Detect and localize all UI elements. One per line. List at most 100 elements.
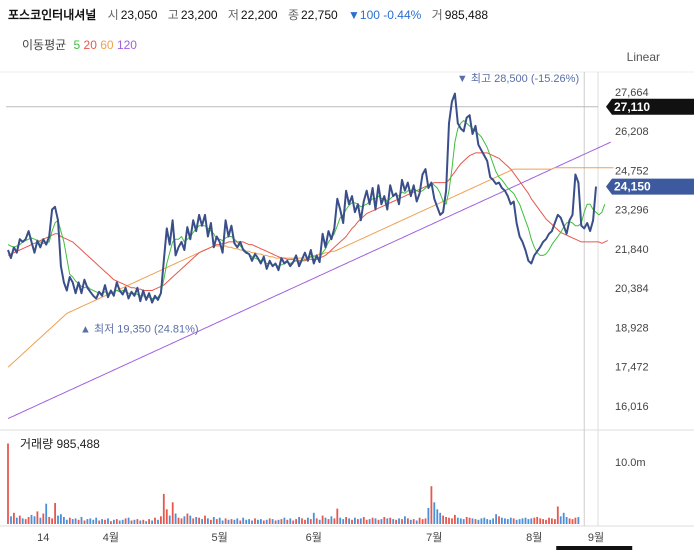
volume-bar bbox=[571, 519, 574, 524]
volume-bar bbox=[271, 519, 274, 524]
volume-bar bbox=[504, 518, 506, 524]
stock-name: 포스코인터내셔널 bbox=[8, 8, 97, 22]
volume-bar bbox=[368, 519, 371, 524]
volume-bar bbox=[63, 517, 65, 524]
moving-average-legend[interactable]: 이동평균 5 20 60 120 bbox=[22, 36, 137, 53]
volume-bar bbox=[110, 521, 112, 524]
volume-bar bbox=[354, 517, 356, 524]
volume-bar bbox=[383, 517, 386, 524]
volume-bar bbox=[459, 518, 462, 524]
x-tick-label: 5월 bbox=[212, 531, 228, 544]
volume-bar bbox=[304, 519, 306, 524]
volume-bar bbox=[130, 520, 133, 524]
volume-bar bbox=[518, 519, 521, 524]
volume-bar bbox=[462, 519, 465, 524]
volume-label: 거 bbox=[431, 8, 443, 22]
volume-bar bbox=[298, 517, 300, 524]
volume-bar bbox=[533, 517, 536, 524]
volume-bar bbox=[251, 520, 253, 524]
volume-bar bbox=[277, 519, 280, 524]
volume-bar bbox=[115, 519, 118, 524]
volume-bar bbox=[230, 519, 233, 524]
volume-bar bbox=[268, 518, 271, 524]
volume-bar bbox=[101, 519, 103, 524]
volume-bar bbox=[324, 517, 327, 524]
y-tick-label: 21,840 bbox=[615, 244, 649, 256]
volume-value: 985,488 bbox=[444, 8, 489, 22]
volume-bar bbox=[274, 520, 277, 524]
volume-bar bbox=[107, 518, 109, 524]
y-tick-label: 20,384 bbox=[615, 283, 649, 295]
volume-bar bbox=[239, 520, 242, 524]
volume-bar bbox=[392, 519, 395, 524]
volume-bar bbox=[527, 519, 530, 524]
volume-bar bbox=[433, 502, 436, 524]
volume-bar bbox=[454, 514, 456, 524]
volume-bar bbox=[148, 519, 150, 524]
open-label: 시 bbox=[107, 8, 119, 22]
volume-bar bbox=[198, 517, 200, 524]
volume-bar bbox=[201, 519, 203, 524]
volume-bar bbox=[127, 517, 130, 524]
volume-bar bbox=[218, 517, 221, 524]
volume-bar bbox=[554, 519, 556, 524]
volume-bar bbox=[439, 512, 442, 524]
volume-bar bbox=[309, 519, 312, 524]
volume-bar bbox=[136, 519, 139, 524]
volume-bar bbox=[24, 519, 27, 524]
volume-bar bbox=[104, 519, 106, 524]
volume-bar bbox=[421, 519, 424, 524]
volume-bar bbox=[13, 512, 15, 524]
price-badge-label: 27,110 bbox=[614, 100, 650, 114]
volume-bar bbox=[456, 517, 459, 524]
volume-bar bbox=[118, 520, 121, 524]
volume-bar bbox=[27, 517, 30, 524]
volume-bar bbox=[465, 517, 468, 524]
volume-bar bbox=[427, 507, 430, 524]
volume-bar bbox=[286, 519, 289, 524]
volume-bar bbox=[165, 509, 168, 524]
volume-bar bbox=[380, 519, 383, 524]
volume-bar bbox=[224, 518, 227, 524]
volume-bar bbox=[30, 514, 33, 524]
volume-bar bbox=[509, 517, 512, 524]
volume-bar bbox=[98, 520, 101, 524]
volume-bar bbox=[36, 511, 39, 524]
volume-bar bbox=[86, 519, 89, 524]
x-tick-label: 14 bbox=[37, 532, 49, 544]
ma-20-label: 20 bbox=[83, 38, 97, 52]
high-label: 고 bbox=[167, 8, 179, 22]
y-tick-label: 16,016 bbox=[615, 401, 649, 413]
volume-bar bbox=[407, 518, 409, 524]
volume-bar bbox=[204, 515, 206, 524]
scale-toggle-button[interactable]: Linear bbox=[626, 50, 660, 64]
volume-bar bbox=[524, 517, 527, 524]
volume-bar bbox=[195, 517, 198, 524]
volume-bar bbox=[113, 519, 115, 524]
volume-bar bbox=[7, 443, 9, 524]
volume-bar bbox=[21, 518, 24, 524]
volume-bar bbox=[321, 515, 324, 524]
volume-bar bbox=[83, 520, 86, 524]
volume-bar bbox=[65, 519, 68, 524]
volume-bar bbox=[89, 518, 92, 524]
volume-bar bbox=[480, 518, 483, 524]
volume-bar bbox=[330, 516, 333, 524]
ma-60-label: 60 bbox=[100, 38, 114, 52]
volume-bar bbox=[512, 518, 515, 524]
volume-bar bbox=[74, 518, 77, 524]
volume-bar bbox=[348, 518, 350, 524]
volume-bar bbox=[77, 519, 80, 524]
high-value: 23,200 bbox=[180, 8, 218, 22]
volume-bar bbox=[412, 519, 415, 524]
volume-bar bbox=[336, 508, 339, 524]
volume-bar bbox=[54, 503, 56, 524]
volume-bar bbox=[45, 503, 48, 524]
volume-bar bbox=[539, 518, 542, 524]
volume-bar bbox=[445, 517, 447, 524]
volume-bar bbox=[289, 518, 292, 524]
high-annotation: ▼ 최고 28,500 (-15.26%) bbox=[457, 72, 579, 85]
ma-120-label: 120 bbox=[116, 38, 137, 52]
ma20-line bbox=[7, 152, 608, 291]
